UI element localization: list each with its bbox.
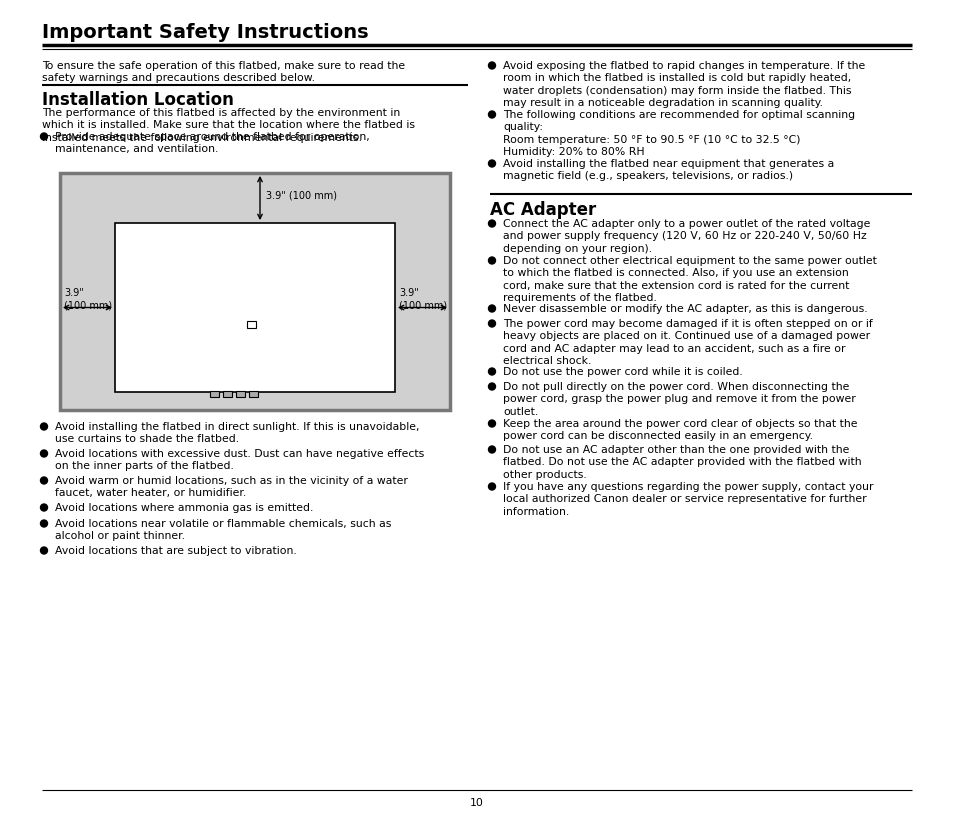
Text: Provide adequate space around the flatbed for operation,
maintenance, and ventil: Provide adequate space around the flatbe… [55, 132, 370, 155]
Bar [115, 223, 395, 392]
Text: Avoid exposing the flatbed to rapid changes in temperature. If the
room in which: Avoid exposing the flatbed to rapid chan… [502, 61, 864, 108]
Text: If you have any questions regarding the power supply, contact your
local authori: If you have any questions regarding the … [502, 482, 873, 517]
Text: To ensure the safe operation of this flatbed, make sure to read the
safety warni: To ensure the safe operation of this fla… [42, 61, 405, 83]
Circle shape [40, 547, 48, 554]
Text: The power cord may become damaged if it is often stepped on or if
heavy objects : The power cord may become damaged if it … [502, 319, 872, 366]
Text: Never disassemble or modify the AC adapter, as this is dangerous.: Never disassemble or modify the AC adapt… [502, 304, 866, 314]
Text: 3.9"
(100 mm): 3.9" (100 mm) [64, 288, 112, 311]
Text: The performance of this flatbed is affected by the environment in
which it is in: The performance of this flatbed is affec… [42, 108, 415, 143]
Circle shape [40, 477, 48, 484]
Circle shape [488, 305, 495, 312]
Text: The following conditions are recommended for optimal scanning
quality:
Room temp: The following conditions are recommended… [502, 110, 854, 157]
Text: Avoid locations near volatile or flammable chemicals, such as
alcohol or paint t: Avoid locations near volatile or flammab… [55, 519, 391, 542]
Text: Do not connect other electrical equipment to the same power outlet
to which the : Do not connect other electrical equipmen… [502, 256, 876, 303]
Circle shape [488, 257, 495, 264]
Circle shape [488, 160, 495, 167]
Circle shape [40, 504, 48, 511]
Circle shape [40, 133, 48, 140]
Bar [246, 321, 255, 328]
Text: Avoid warm or humid locations, such as in the vicinity of a water
faucet, water : Avoid warm or humid locations, such as i… [55, 476, 408, 498]
Text: Avoid locations with excessive dust. Dust can have negative effects
on the inner: Avoid locations with excessive dust. Dus… [55, 449, 424, 471]
Circle shape [488, 111, 495, 118]
Circle shape [40, 423, 48, 430]
Text: Avoid installing the flatbed near equipment that generates a
magnetic field (e.g: Avoid installing the flatbed near equipm… [502, 159, 833, 182]
Text: 3.9"
(100 mm): 3.9" (100 mm) [398, 288, 447, 311]
Circle shape [488, 446, 495, 453]
Circle shape [40, 450, 48, 457]
Circle shape [40, 520, 48, 527]
Circle shape [488, 483, 495, 490]
Bar [249, 391, 257, 397]
Text: 10: 10 [470, 798, 483, 808]
Circle shape [488, 420, 495, 427]
Circle shape [488, 320, 495, 327]
Circle shape [488, 368, 495, 375]
Text: Avoid locations that are subject to vibration.: Avoid locations that are subject to vibr… [55, 546, 296, 556]
Text: 3.9" (100 mm): 3.9" (100 mm) [266, 190, 336, 200]
Circle shape [488, 383, 495, 390]
Text: Do not use the power cord while it is coiled.: Do not use the power cord while it is co… [502, 367, 742, 377]
Text: Avoid installing the flatbed in direct sunlight. If this is unavoidable,
use cur: Avoid installing the flatbed in direct s… [55, 422, 419, 444]
Text: Avoid locations where ammonia gas is emitted.: Avoid locations where ammonia gas is emi… [55, 503, 313, 513]
Text: AC Adapter: AC Adapter [490, 201, 596, 219]
Bar [223, 391, 232, 397]
Bar [60, 173, 450, 410]
Text: Keep the area around the power cord clear of objects so that the
power cord can : Keep the area around the power cord clea… [502, 419, 857, 442]
Bar [210, 391, 219, 397]
Circle shape [488, 62, 495, 69]
Text: Connect the AC adapter only to a power outlet of the rated voltage
and power sup: Connect the AC adapter only to a power o… [502, 219, 869, 254]
Text: Important Safety Instructions: Important Safety Instructions [42, 23, 368, 42]
Text: Do not pull directly on the power cord. When disconnecting the
power cord, grasp: Do not pull directly on the power cord. … [502, 382, 855, 417]
Circle shape [488, 220, 495, 227]
Text: Do not use an AC adapter other than the one provided with the
flatbed. Do not us: Do not use an AC adapter other than the … [502, 445, 861, 480]
Text: Installation Location: Installation Location [42, 91, 233, 109]
Bar [235, 391, 245, 397]
